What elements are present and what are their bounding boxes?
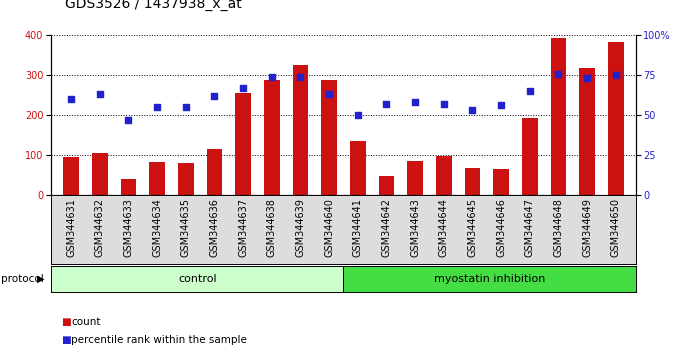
Bar bbox=[178, 163, 194, 195]
Text: GSM344636: GSM344636 bbox=[209, 198, 220, 257]
Text: GSM344648: GSM344648 bbox=[554, 198, 564, 257]
Bar bbox=[551, 38, 566, 195]
Bar bbox=[149, 162, 165, 195]
Bar bbox=[522, 118, 538, 195]
Bar bbox=[264, 80, 279, 195]
Point bbox=[267, 74, 277, 80]
Bar bbox=[321, 80, 337, 195]
Text: GSM344649: GSM344649 bbox=[582, 198, 592, 257]
Text: GSM344639: GSM344639 bbox=[295, 198, 305, 257]
Point bbox=[237, 85, 248, 91]
Text: GSM344631: GSM344631 bbox=[66, 198, 76, 257]
Text: ■: ■ bbox=[61, 317, 71, 327]
Point bbox=[209, 93, 220, 99]
Text: percentile rank within the sample: percentile rank within the sample bbox=[71, 335, 248, 345]
Text: GSM344633: GSM344633 bbox=[123, 198, 133, 257]
Text: count: count bbox=[71, 317, 101, 327]
Bar bbox=[350, 141, 366, 195]
Bar bbox=[92, 153, 107, 195]
Point bbox=[439, 101, 449, 107]
Point bbox=[324, 92, 335, 97]
Point bbox=[180, 104, 191, 110]
Point bbox=[95, 92, 105, 97]
Bar bbox=[608, 42, 624, 195]
Point bbox=[524, 88, 535, 94]
Text: GSM344637: GSM344637 bbox=[238, 198, 248, 257]
Bar bbox=[120, 179, 136, 195]
Point bbox=[610, 72, 621, 78]
Bar bbox=[63, 157, 79, 195]
Bar bbox=[207, 149, 222, 195]
Point bbox=[352, 112, 363, 118]
Bar bbox=[436, 156, 452, 195]
Text: GSM344646: GSM344646 bbox=[496, 198, 506, 257]
Bar bbox=[407, 161, 423, 195]
Point bbox=[295, 74, 306, 80]
Text: GSM344632: GSM344632 bbox=[95, 198, 105, 257]
Text: GDS3526 / 1437938_x_at: GDS3526 / 1437938_x_at bbox=[65, 0, 241, 11]
Text: control: control bbox=[178, 274, 216, 284]
Text: GSM344640: GSM344640 bbox=[324, 198, 334, 257]
Point bbox=[409, 99, 420, 105]
Text: GSM344642: GSM344642 bbox=[381, 198, 392, 257]
Text: protocol: protocol bbox=[1, 274, 44, 284]
Text: GSM344644: GSM344644 bbox=[439, 198, 449, 257]
Text: GSM344643: GSM344643 bbox=[410, 198, 420, 257]
Point bbox=[381, 101, 392, 107]
Text: GSM344634: GSM344634 bbox=[152, 198, 162, 257]
Text: myostatin inhibition: myostatin inhibition bbox=[434, 274, 545, 284]
Bar bbox=[379, 176, 394, 195]
Text: GSM344650: GSM344650 bbox=[611, 198, 621, 257]
Bar bbox=[292, 65, 308, 195]
Bar bbox=[464, 167, 480, 195]
Point bbox=[496, 103, 507, 108]
Point bbox=[467, 107, 478, 113]
Point bbox=[581, 75, 592, 81]
Point bbox=[152, 104, 163, 110]
Text: GSM344645: GSM344645 bbox=[467, 198, 477, 257]
Text: GSM344647: GSM344647 bbox=[525, 198, 534, 257]
Bar bbox=[493, 169, 509, 195]
Text: ▶: ▶ bbox=[37, 274, 45, 284]
Point bbox=[123, 117, 134, 122]
Text: GSM344638: GSM344638 bbox=[267, 198, 277, 257]
Point bbox=[553, 71, 564, 76]
Bar bbox=[579, 68, 595, 195]
Text: GSM344641: GSM344641 bbox=[353, 198, 362, 257]
Text: ■: ■ bbox=[61, 335, 71, 345]
Point bbox=[66, 96, 77, 102]
Bar bbox=[235, 93, 251, 195]
Text: GSM344635: GSM344635 bbox=[181, 198, 190, 257]
